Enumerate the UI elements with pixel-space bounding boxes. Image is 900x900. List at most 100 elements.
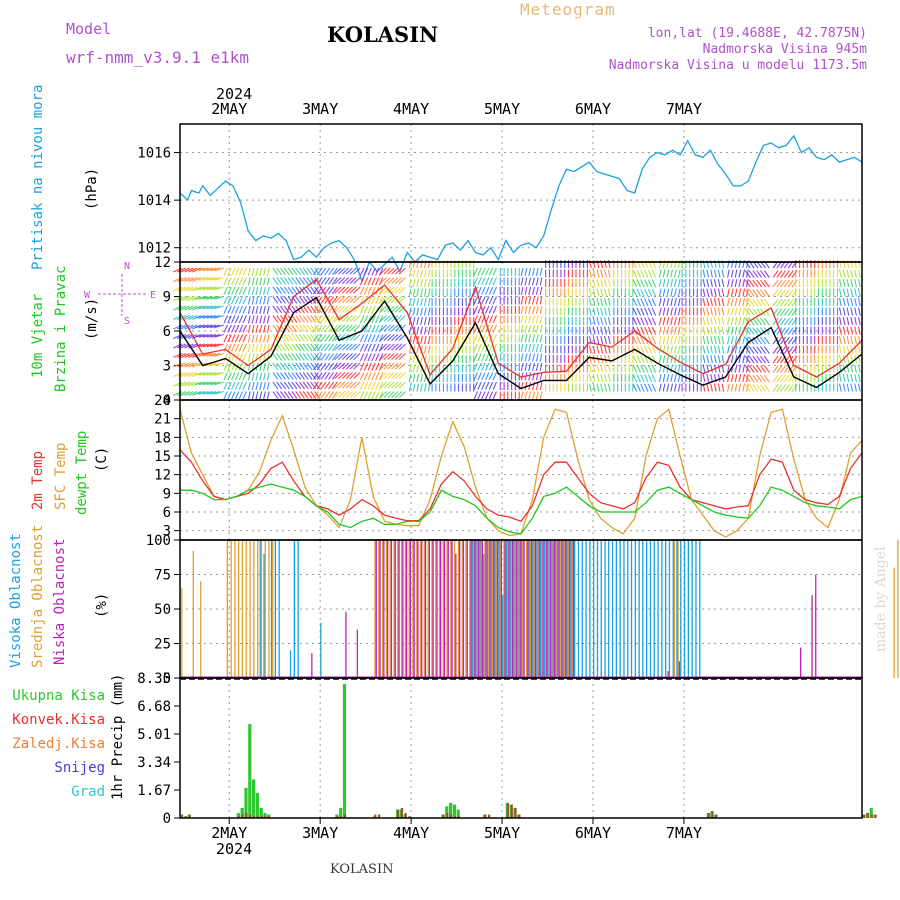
wind-arrow	[316, 391, 323, 399]
high-cloud-bar	[513, 540, 515, 678]
wind-arrow	[306, 315, 313, 323]
high-cloud-bar	[558, 540, 561, 678]
wind-arrow	[259, 343, 263, 353]
wind-arrow	[477, 381, 482, 390]
wind-arrow	[702, 288, 706, 297]
wind-arrow	[674, 269, 677, 278]
high-cloud-bar	[649, 540, 652, 678]
wind-arrow	[223, 277, 228, 286]
wind-arrow	[596, 364, 600, 373]
wind-arrow	[492, 381, 498, 390]
wind-arrow	[710, 269, 713, 278]
wind-arrow	[242, 324, 247, 333]
wind-arrow	[651, 383, 657, 392]
wind-arrow	[734, 364, 738, 373]
wind-arrow	[394, 391, 403, 399]
wind-arrow	[234, 391, 240, 400]
lonlat-label: lon,lat (19.4688E, 42.7875N)	[647, 26, 867, 41]
wind-arrow	[223, 305, 228, 314]
wind-arrow	[291, 334, 298, 342]
wind-arrow	[647, 336, 653, 345]
wind-arrow	[299, 324, 305, 333]
pressure-frame	[179, 123, 863, 263]
mid-cloud-bar	[389, 540, 391, 678]
high-cloud-bar	[642, 540, 644, 678]
low-cloud-bar	[531, 540, 533, 678]
wind-arrow	[287, 277, 294, 285]
wind-arrow	[331, 296, 338, 304]
mid-cloud-bar	[446, 540, 448, 678]
wind-arrow	[842, 297, 846, 307]
wind-arrow	[371, 305, 376, 314]
mid-cloud-bar	[491, 540, 494, 678]
precip-legend-2: Zaledj.Kisa	[12, 736, 105, 752]
wind-arrow	[195, 286, 205, 291]
wind-arrow	[231, 334, 236, 343]
wind-arrow	[291, 277, 298, 285]
wind-arrow	[338, 286, 346, 294]
wind-arrow	[710, 326, 713, 335]
wind-arrow	[488, 391, 494, 400]
wind-arrow	[210, 343, 221, 348]
wind-arrow	[710, 335, 713, 345]
wind-arrow	[223, 353, 228, 362]
wind-arrow	[738, 316, 742, 326]
wind-arrow	[524, 324, 528, 334]
wind-arrow	[760, 374, 766, 383]
wind-arrow	[359, 286, 365, 295]
wind-arrow	[604, 316, 607, 326]
wind-arrow	[783, 270, 790, 278]
wind-arrow	[607, 307, 611, 316]
wind-arrow	[310, 315, 317, 323]
wind-arrow	[787, 317, 794, 326]
conv-precip-bar	[450, 814, 453, 818]
wind-arrow	[644, 298, 649, 307]
wind-arrow	[176, 334, 187, 339]
day-label-bottom-2: 4MAY	[393, 824, 429, 842]
wind-arrow	[604, 307, 607, 316]
wind-arrow	[481, 296, 486, 305]
wind-arrow	[387, 334, 395, 342]
wind-arrow	[383, 353, 391, 360]
wind-arrow	[341, 324, 350, 332]
wind-arrow	[331, 362, 338, 371]
wind-arrow	[180, 324, 190, 330]
wind-arrow	[532, 353, 535, 362]
wind-arrow	[772, 355, 779, 364]
wind-arrow	[375, 334, 380, 343]
wind-arrow	[842, 288, 846, 297]
wind-arrow	[255, 305, 259, 315]
wind-arrow	[391, 362, 399, 370]
wind-arrow	[299, 334, 305, 342]
wind-arrow	[378, 296, 384, 305]
wind-arrow	[234, 305, 240, 314]
wind-arrow	[295, 381, 302, 390]
high-cloud-bar	[551, 540, 553, 678]
wind-arrow	[636, 364, 641, 373]
wind-arrow	[850, 288, 854, 297]
high-cloud-bar	[627, 540, 629, 678]
wind-arrow	[408, 364, 412, 373]
wind-arrow	[266, 362, 270, 372]
conv-precip-bar	[404, 813, 407, 818]
wind-arrow	[742, 316, 746, 326]
wind-arrow	[272, 324, 279, 333]
wind-arrow	[734, 297, 738, 307]
wind-arrow	[717, 383, 721, 392]
wind-arrow	[255, 315, 259, 324]
wind-arrow	[632, 355, 638, 364]
wind-arrow	[345, 391, 353, 398]
wind-arrow	[398, 391, 406, 398]
wind-arrow	[647, 383, 653, 392]
wind-arrow	[320, 391, 327, 399]
wind-arrow	[334, 381, 342, 389]
low-cloud-bar	[477, 540, 480, 678]
wind-arrow	[721, 383, 725, 392]
low-cloud-bar	[470, 540, 472, 678]
wind-arrow	[730, 335, 734, 345]
wind-arrow	[391, 381, 399, 389]
wind-arrow	[528, 334, 532, 343]
wind-arrow	[353, 381, 361, 389]
wind-arrow	[266, 372, 270, 381]
wind-arrow	[371, 372, 376, 381]
